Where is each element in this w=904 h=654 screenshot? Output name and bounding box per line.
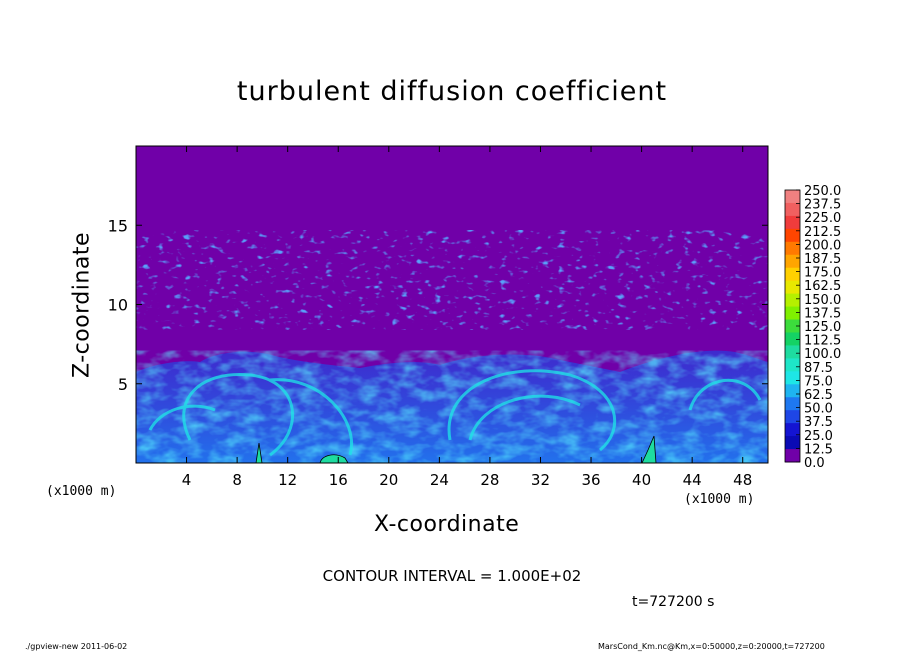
colorbar-label: 12.5 [804,442,833,457]
colorbar-label: 237.5 [804,198,841,213]
colorbar-label: 25.0 [804,429,833,444]
colorbar-label: 112.5 [804,334,841,349]
x-tick-label: 8 [232,471,242,489]
chart-title: turbulent diffusion coefficient [236,76,668,107]
x-tick-label: 48 [733,471,752,489]
colorbar-swatch [785,371,800,385]
y-axis: 5 10 15 [108,216,768,394]
colorbar: 250.0237.5225.0212.5200.0187.5175.0162.5… [784,184,841,471]
colorbar-swatch [785,358,800,372]
x-tick-label: 12 [278,471,297,489]
colorbar-swatch [785,319,800,333]
colorbar-label: 37.5 [804,415,833,430]
colorbar-swatch [785,423,800,437]
colorbar-label: 200.0 [804,238,841,253]
x-tick-label: 4 [182,471,192,489]
x-tick-label: 24 [430,471,449,489]
x-tick-label: 40 [632,471,651,489]
colorbar-swatch [785,241,800,256]
colorbar-label: 162.5 [804,279,841,294]
x-tick-label: 20 [379,471,398,489]
colorbar-swatch [785,280,800,295]
colorbar-swatch [785,397,800,411]
colorbar-swatch [785,267,800,282]
x-tick-label: 32 [531,471,550,489]
colorbar-label: 150.0 [804,293,841,308]
footer-right-text: MarsCond_Km.nc@Km,x=0:50000,z=0:20000,t=… [598,642,825,651]
colorbar-swatch [785,306,800,321]
x-tick-label: 36 [581,471,600,489]
colorbar-label: 175.0 [804,266,841,281]
eddy-swirls [148,369,762,457]
y-tick-label: 5 [118,375,128,394]
x-tick-label: 28 [480,471,499,489]
colorbar-label: 125.0 [804,320,841,335]
colorbar-swatch [785,293,800,308]
x-tick-label: 16 [329,471,348,489]
colorbar-swatch [785,190,800,204]
colorbar-label: 62.5 [804,388,833,403]
colorbar-swatch [785,202,800,217]
colorbar-swatch [785,436,800,450]
y-tick-label: 15 [108,216,128,235]
colorbar-label: 212.5 [804,225,841,240]
colorbar-swatch [785,384,800,398]
x-unit-label-right: (x1000 m) [684,492,755,507]
colorbar-label: 0.0 [804,456,825,471]
colorbar-label: 225.0 [804,211,841,226]
colorbar-label: 250.0 [804,184,841,199]
x-tick-label: 44 [683,471,702,489]
time-label: t=727200 s [632,594,715,610]
colorbar-swatch [785,228,800,243]
colorbar-swatch [785,345,800,359]
colorbar-label: 50.0 [804,402,833,417]
colorbar-swatch [785,449,800,463]
x-axis-label: X-coordinate [374,512,520,537]
colorbar-label: 100.0 [804,347,841,362]
boundary-layer-turbulence [136,350,768,463]
colorbar-swatch [785,215,800,230]
footer-left-text: ./gpview-new 2011-06-02 [25,642,128,651]
colorbar-label: 75.0 [804,374,833,389]
y-axis-label: Z-coordinate [69,232,95,378]
colorbar-swatch [785,332,800,346]
colorbar-label: 187.5 [804,252,841,267]
colorbar-swatch [785,410,800,424]
x-axis: 4 8 12 16 20 24 28 32 36 40 44 48 [182,146,752,489]
contour-interval-label: CONTOUR INTERVAL = 1.000E+02 [322,567,582,585]
upper-eddy-speckles [136,230,768,330]
y-tick-label: 10 [108,296,128,315]
colorbar-swatch [785,254,800,269]
x-unit-label-left: (x1000 m) [46,484,117,499]
contour-100 [255,435,657,463]
colorbar-label: 87.5 [804,361,833,376]
colorbar-label: 137.5 [804,306,841,321]
